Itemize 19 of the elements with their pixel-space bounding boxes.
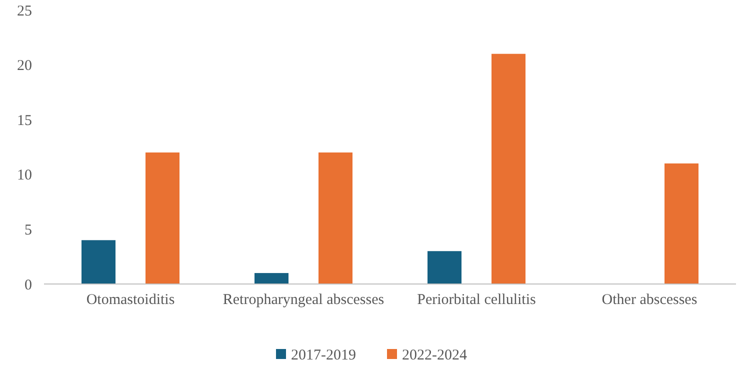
bar bbox=[318, 152, 352, 284]
bar bbox=[492, 54, 526, 284]
bar bbox=[82, 240, 116, 284]
x-tick-label: Retropharyngeal abscesses bbox=[222, 292, 384, 308]
y-tick-label: 20 bbox=[17, 58, 32, 74]
y-tick-label: 25 bbox=[17, 3, 32, 20]
y-tick-label: 5 bbox=[24, 222, 32, 238]
legend-label: 2022-2024 bbox=[402, 347, 468, 364]
bar bbox=[146, 152, 180, 284]
legend-label: 2017-2019 bbox=[291, 347, 356, 364]
y-tick-label: 10 bbox=[17, 168, 32, 184]
bar bbox=[664, 163, 698, 284]
x-tick-label: Other abscesses bbox=[602, 292, 698, 308]
y-tick-label: 15 bbox=[17, 112, 32, 129]
x-tick-label: Periorbital cellulitis bbox=[417, 292, 536, 308]
x-tick-label: Otomastoiditis bbox=[86, 292, 175, 308]
y-tick-label: 0 bbox=[24, 277, 32, 294]
bar bbox=[428, 251, 462, 284]
bar bbox=[254, 273, 288, 284]
